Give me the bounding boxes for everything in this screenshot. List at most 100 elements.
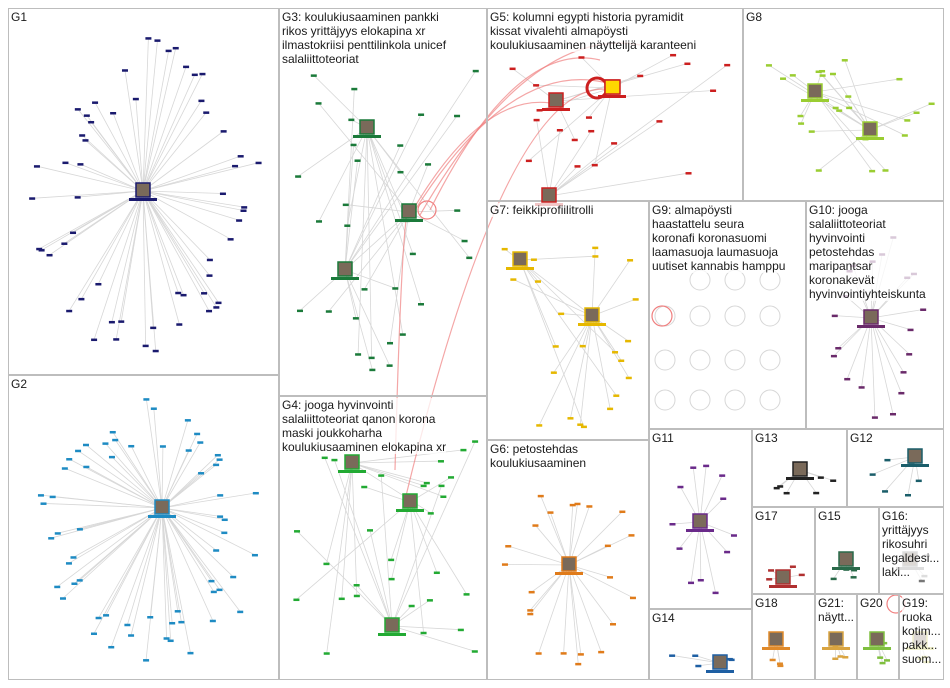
edge: [345, 204, 410, 213]
node-g6: [501, 563, 508, 566]
hub-avatar-g4: [402, 493, 418, 509]
self-loop: [654, 389, 676, 411]
node-g3: [296, 309, 303, 313]
edge: [351, 462, 444, 497]
group-box-g17: [752, 507, 815, 594]
node-g21: [837, 655, 844, 658]
hub-avatar-g6: [561, 556, 577, 572]
node-g8: [904, 119, 911, 122]
node-g6: [535, 652, 542, 655]
node-g1: [113, 338, 120, 341]
node-g11: [703, 464, 710, 468]
node-g5: [571, 138, 578, 142]
edge: [142, 66, 187, 192]
node-g5: [509, 67, 516, 71]
group-label-g20: G20: [860, 596, 883, 610]
node-g7: [592, 246, 599, 250]
node-g2: [40, 502, 47, 505]
edge: [98, 190, 144, 285]
hub-label-bar-g4: [396, 509, 424, 512]
edge: [351, 462, 427, 484]
edge: [142, 130, 224, 192]
node-g15: [830, 577, 837, 581]
edge: [86, 115, 144, 192]
node-g1: [150, 326, 157, 330]
node-g1: [33, 165, 40, 168]
node-g5: [724, 63, 731, 67]
edge: [519, 259, 557, 347]
node-g8: [765, 64, 772, 67]
node-g1: [108, 320, 115, 324]
node-g2: [65, 562, 72, 565]
node-g8: [819, 74, 826, 77]
edge: [324, 457, 393, 627]
node-g1: [78, 297, 85, 301]
edge: [114, 439, 163, 509]
edge: [870, 317, 902, 394]
node-g7: [627, 259, 634, 262]
self-loop: [689, 389, 711, 411]
edge: [57, 507, 163, 534]
edge: [79, 507, 163, 581]
cross-group-edge: [419, 42, 641, 216]
node-g8: [845, 95, 852, 98]
node-g11: [730, 534, 737, 537]
node-g12: [882, 490, 889, 493]
node-g2: [143, 398, 150, 401]
node-g1: [95, 282, 102, 286]
edge: [36, 165, 144, 192]
group-box-g10: [806, 201, 944, 429]
edge: [161, 494, 221, 509]
node-g11: [719, 474, 726, 477]
node-g1: [191, 73, 198, 77]
edge: [568, 564, 582, 655]
edge: [538, 564, 570, 654]
edge: [142, 190, 231, 240]
node-g7: [530, 258, 537, 261]
node-g3: [354, 159, 361, 162]
edge: [341, 462, 353, 599]
node-g11: [724, 550, 731, 554]
group-label-g16: G16: yrittäjyys rikosuhri legaldesi... l…: [882, 509, 940, 579]
node-g20: [877, 656, 884, 659]
edge: [519, 259, 617, 396]
edge: [536, 119, 550, 197]
edge: [344, 269, 390, 366]
hub-avatar-g5: [548, 92, 564, 108]
node-g2: [221, 518, 228, 522]
group-box-g9: [649, 201, 806, 429]
node-g7: [613, 394, 620, 397]
edge: [409, 501, 424, 633]
hub-avatar-g10: [863, 309, 879, 325]
node-g7: [567, 417, 574, 420]
node-g6: [560, 652, 567, 655]
hub-label-bar-g1: [129, 198, 157, 201]
node-g4: [353, 594, 360, 598]
node-g4: [294, 530, 301, 533]
group-label-g21: G21: näytt...: [818, 596, 855, 624]
node-g14: [695, 664, 702, 668]
node-g21: [842, 656, 849, 659]
edge: [536, 84, 613, 89]
edge: [699, 465, 707, 523]
node-g4: [367, 529, 374, 532]
edge: [351, 460, 441, 464]
node-g2: [213, 463, 220, 467]
node-g3: [472, 69, 479, 73]
node-g2: [217, 494, 224, 497]
node-g1: [74, 108, 81, 111]
group-label-g5: G5: kolumni egypti historia pyramidit ki…: [490, 10, 697, 52]
edge: [369, 530, 393, 627]
hub-avatar-g3: [337, 261, 353, 277]
node-g2: [214, 453, 221, 457]
node-g8: [797, 114, 804, 118]
edge: [391, 625, 475, 652]
node-g13: [830, 479, 837, 482]
group-label-g17: G17: [755, 509, 778, 523]
node-g20: [879, 661, 886, 665]
self-loop: [689, 269, 711, 291]
edge: [591, 315, 611, 409]
node-g2: [150, 407, 157, 410]
edge: [142, 190, 154, 328]
